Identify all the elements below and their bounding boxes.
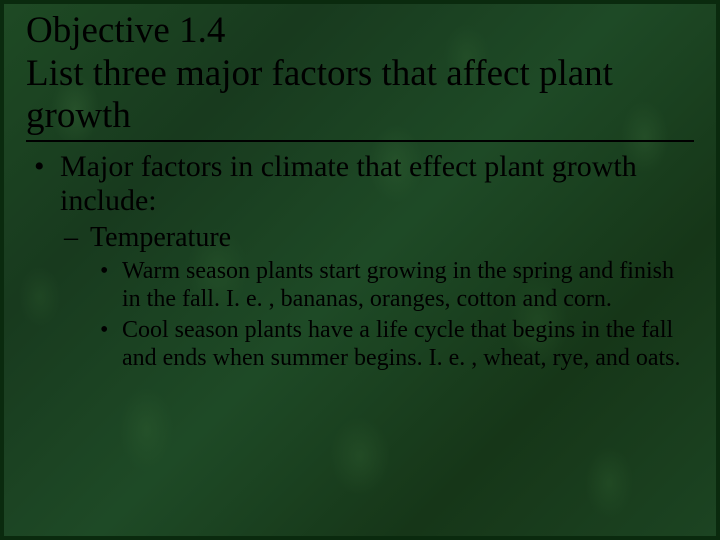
lvl2-text: Temperature (90, 222, 231, 253)
body: • Major factors in climate that effect p… (26, 150, 694, 373)
dash-icon: – (64, 221, 78, 255)
title-line2: List three major factors that affect pla… (26, 53, 694, 138)
bullet-level2: – Temperature (30, 221, 694, 255)
bullet-dot-icon: • (100, 317, 108, 345)
bullet-level3-item: • Cool season plants have a life cycle t… (30, 317, 694, 372)
bullet-dot-icon: • (100, 258, 108, 286)
bullet-dot-icon: • (34, 150, 45, 185)
lvl1-text: Major factors in climate that effect pla… (60, 150, 637, 218)
bullet-level3-item: • Warm season plants start growing in th… (30, 258, 694, 313)
title-line1: Objective 1.4 (26, 10, 694, 53)
slide-content: Objective 1.4 List three major factors t… (4, 4, 716, 373)
lvl3-text-1: Cool season plants have a life cycle tha… (122, 317, 681, 371)
lvl3-text-0: Warm season plants start growing in the … (122, 258, 674, 312)
title-block: Objective 1.4 List three major factors t… (26, 10, 694, 142)
slide: Objective 1.4 List three major factors t… (0, 0, 720, 540)
bullet-level1: • Major factors in climate that effect p… (30, 150, 694, 219)
